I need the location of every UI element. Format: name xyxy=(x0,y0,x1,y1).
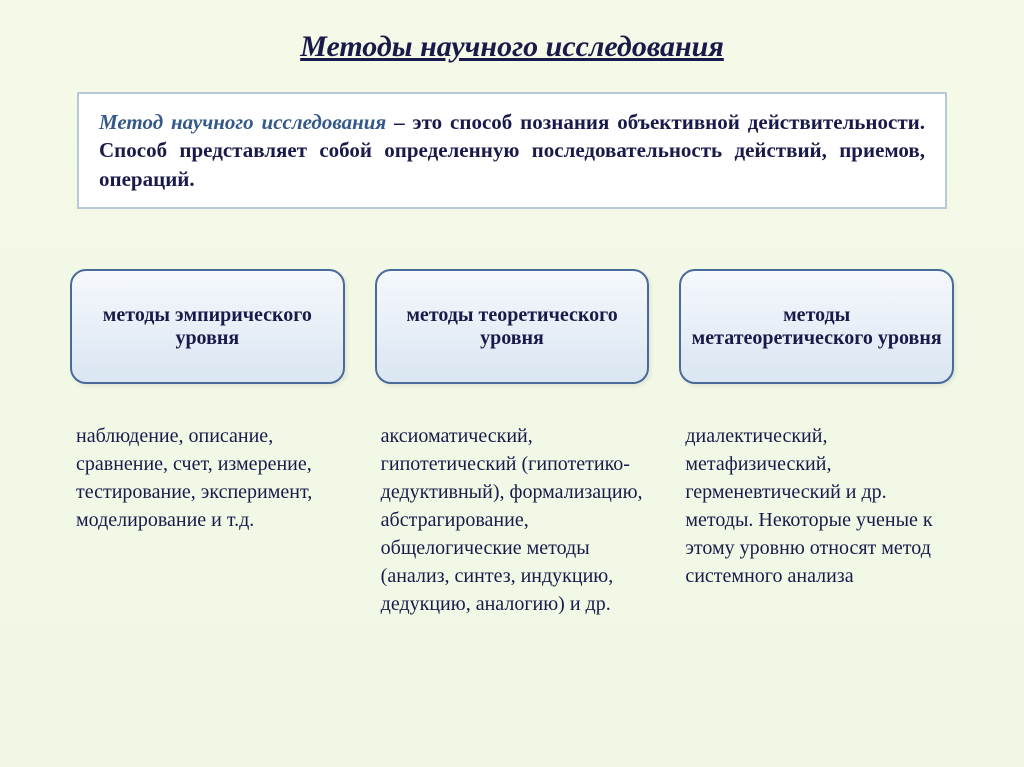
column-empirical: методы эмпирического уровня наблюдение, … xyxy=(70,269,345,618)
method-list-metatheoretical: диалектический, метафизический, герменев… xyxy=(679,422,954,590)
columns-container: методы эмпирического уровня наблюдение, … xyxy=(60,269,964,618)
method-box-empirical: методы эмпирического уровня xyxy=(70,269,345,384)
column-metatheoretical: методы метатеоретического уровня диалект… xyxy=(679,269,954,618)
method-box-label: методы метатеоретического уровня xyxy=(691,304,942,350)
definition-box: Метод научного исследования – это способ… xyxy=(77,92,947,209)
method-box-label: методы эмпирического уровня xyxy=(82,304,333,350)
method-box-label: методы теоретического уровня xyxy=(387,304,638,350)
method-list-empirical: наблюдение, описание, сравнение, счет, и… xyxy=(70,422,345,534)
definition-keyword: Метод научного исследования xyxy=(99,110,386,134)
definition-text: Метод научного исследования – это способ… xyxy=(99,108,925,193)
method-box-metatheoretical: методы метатеоретического уровня xyxy=(679,269,954,384)
page-title: Методы научного исследования xyxy=(60,30,964,64)
method-list-theoretical: аксиоматический, гипотетический (гипотет… xyxy=(375,422,650,618)
column-theoretical: методы теоретического уровня аксиоматиче… xyxy=(375,269,650,618)
method-box-theoretical: методы теоретического уровня xyxy=(375,269,650,384)
